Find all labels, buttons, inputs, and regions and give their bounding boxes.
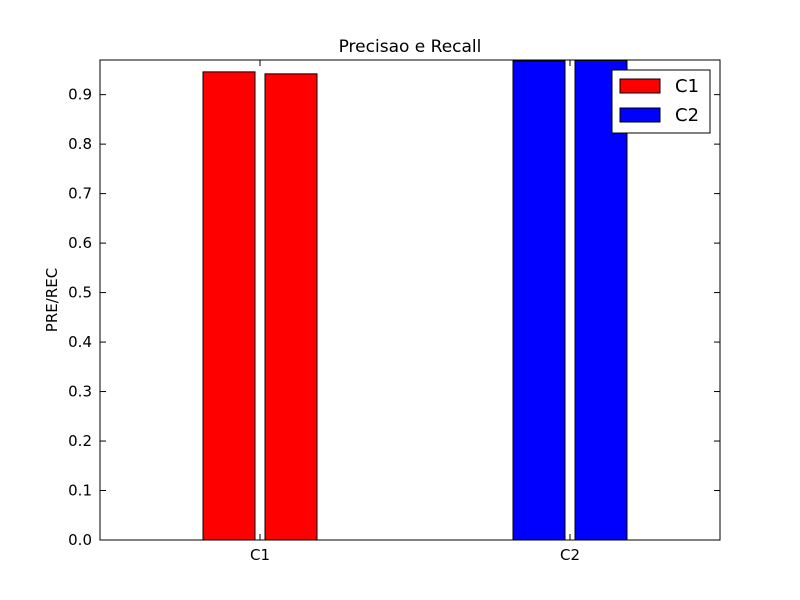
y-tick-label: 0.3: [68, 383, 92, 401]
x-tick-label: C1: [250, 546, 270, 564]
bars-layer: [202, 59, 628, 541]
legend-swatch-c2: [619, 107, 661, 123]
y-axis-label: PRE/REC: [43, 268, 61, 332]
y-tick-label: 0.2: [68, 432, 92, 450]
y-tick-label: 0.7: [68, 185, 92, 203]
ticks-layer: 0.00.10.20.30.40.50.60.70.80.9C1 C2: [68, 60, 720, 564]
y-tick-label: 0.9: [68, 86, 92, 104]
legend-swatch-c1: [619, 78, 661, 94]
bar-c2-2: [574, 59, 628, 541]
y-tick-label: 0.4: [68, 333, 92, 351]
y-tick-label: 0.8: [68, 135, 92, 153]
plot-area-frame: [99, 59, 721, 541]
bar-c2-1: [512, 60, 566, 541]
y-tick-label: 0.5: [68, 284, 92, 302]
chart-title: Precisao e Recall: [339, 37, 482, 57]
bar-c1-2: [264, 73, 318, 541]
y-tick-label: 0.1: [68, 482, 92, 500]
legend-label-c2: C2: [675, 105, 699, 126]
x-tick-label: C2: [560, 546, 580, 564]
bar-c1-1: [202, 71, 256, 541]
y-tick-label: 0.6: [68, 234, 92, 252]
y-tick-label: 0.0: [68, 531, 92, 549]
legend-label-c1: C1: [675, 76, 699, 97]
